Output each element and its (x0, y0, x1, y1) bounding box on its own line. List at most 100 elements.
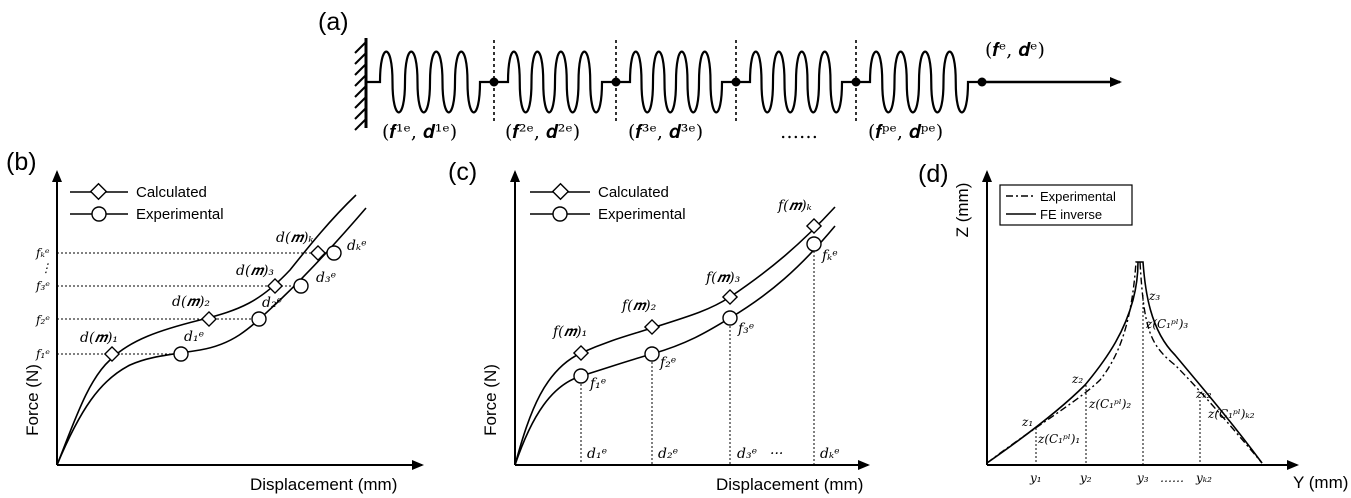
c-legend-experimental: Experimental (598, 206, 686, 223)
d-c-label-3: z(C₁ᵖˡ)₃ (1145, 317, 1188, 331)
wall-hatch-line (354, 74, 367, 87)
c-legend: Calculated Experimental (530, 182, 686, 223)
b-exp-label-1: d₁ᵉ (184, 329, 204, 345)
b-legend-diamond (89, 182, 108, 201)
b-calc-markers (103, 244, 327, 363)
c-disp-tick-1: d₁ᵉ (587, 446, 607, 462)
d-legend-fe-inverse: FE inverse (1040, 207, 1102, 222)
b-exp-label-2: d₂ᵉ (262, 295, 282, 311)
b-exp-markers (173, 245, 342, 362)
c-disp-tick-k: dₖᵉ (820, 446, 840, 462)
spring-1 (366, 50, 494, 114)
d-y-tick-3: y₃ (1136, 471, 1149, 485)
c-calc-label-3: f(𝒎)₃ (705, 270, 741, 286)
c-legend-calculated: Calculated (598, 184, 669, 201)
b-legend: Calculated Experimental (70, 182, 224, 223)
spring-1-label: (𝒇¹ᵉ, 𝒅¹ᵉ) (382, 121, 457, 143)
b-experimental-curve (56, 207, 367, 466)
b-force-tick-2: f₂ᵉ (35, 313, 50, 327)
c-exp-label-3: f₃ᵉ (737, 321, 754, 337)
c-experimental-curve (514, 225, 836, 466)
fixed-wall (354, 38, 368, 131)
wall-hatch-line (354, 41, 367, 54)
b-force-tick-1: f₁ᵉ (35, 347, 50, 361)
c-exp-label-1: f₁ᵉ (589, 376, 606, 392)
b-calc-label-1: d(𝒎)₁ (80, 330, 118, 346)
wall-hatch-line (354, 118, 367, 131)
c-exp-label-k: fₖᵉ (821, 248, 838, 264)
end-node (977, 77, 987, 87)
spring-node-3 (731, 77, 741, 87)
c-disp-tick-2: d₂ᵉ (658, 446, 678, 462)
wall-hatch-line (354, 96, 367, 109)
panel-d-label: (d) (918, 160, 949, 188)
spring-node-1 (489, 77, 499, 87)
wall-hatch-line (354, 63, 367, 76)
c-calc-label-2: f(𝒎)₂ (621, 298, 657, 314)
end-force-displacement-label: (𝒇ᵉ, 𝒅ᵉ) (985, 39, 1045, 61)
b-calc-label-2: d(𝒎)₂ (172, 294, 210, 310)
spring-3-label: (𝒇³ᵉ, 𝒅³ᵉ) (628, 121, 703, 143)
wall-hatch-line (354, 52, 367, 65)
d-guides (1035, 295, 1201, 465)
d-z-label-1: z₁ (1021, 415, 1033, 429)
c-disp-tick-ellipsis: ··· (770, 446, 783, 462)
b-exp-label-k: dₖᵉ (347, 238, 367, 254)
c-calc-label-k: f(𝒎)ₖ (777, 198, 812, 214)
panel-a: (a) (𝒇ᵉ, 𝒅ᵉ) (𝒇¹ᵉ, 𝒅¹ᵉ) (𝒇²ᵉ, 𝒅²ᵉ) (𝒇³ᵉ,… (318, 8, 1122, 143)
c-guides (580, 243, 815, 465)
c-x-axis-label: Displacement (mm) (716, 475, 863, 494)
d-c-label-k2: z(C₁ᵖˡ)ₖ₂ (1207, 407, 1255, 421)
d-y-axis-label: Z (mm) (953, 183, 972, 238)
spring-3 (616, 50, 736, 114)
d-legend: Experimental FE inverse (999, 184, 1133, 226)
panel-c-label: (c) (448, 158, 477, 186)
c-calc-markers (572, 217, 823, 362)
b-force-tick-3: f₃ᵉ (35, 279, 50, 293)
c-calc-label-1: f(𝒎)₁ (552, 324, 587, 340)
wall-hatch-line (354, 85, 367, 98)
spring-2-label: (𝒇²ᵉ, 𝒅²ᵉ) (505, 121, 580, 143)
d-y-tick-2: y₂ (1079, 471, 1092, 485)
b-y-axis-label: Force (N) (23, 364, 42, 436)
d-y-tick-k2: yₖ₂ (1195, 471, 1212, 485)
d-fe-inverse-curve (986, 261, 1263, 464)
d-c-label-2: z(C₁ᵖˡ)₂ (1088, 397, 1131, 411)
d-y-tick-ellipsis: …… (1160, 471, 1184, 485)
spring-chain (366, 40, 982, 122)
panel-b: (b) Force (N) Displacement (mm) Calculat… (6, 148, 424, 494)
b-legend-circle (91, 206, 107, 222)
b-legend-calculated: Calculated (136, 184, 207, 201)
b-exp-label-3: d₃ᵉ (316, 270, 336, 286)
spring-ellipsis-label: …… (780, 121, 818, 143)
panel-c: (c) Force (N) Displacement (mm) Calculat… (448, 158, 870, 494)
d-z-label-3: z₃ (1148, 289, 1160, 303)
c-exp-markers (573, 236, 822, 384)
d-x-axis-label: Y (mm) (1293, 473, 1348, 492)
c-disp-tick-3: d₃ᵉ (737, 446, 757, 462)
spring-4 (736, 50, 856, 114)
b-legend-experimental: Experimental (136, 206, 224, 223)
spring-node-2 (611, 77, 621, 87)
spring-5 (856, 50, 982, 114)
c-exp-label-2: f₂ᵉ (659, 355, 676, 371)
d-c-label-1: z(C₁ᵖˡ)₁ (1037, 432, 1080, 446)
spring-p-label: (𝒇ᵖᵉ, 𝒅ᵖᵉ) (868, 121, 943, 143)
d-experimental-curve (986, 261, 1263, 464)
b-calc-label-k: d(𝒎)ₖ (276, 230, 314, 246)
b-calc-label-3: d(𝒎)₃ (236, 263, 274, 279)
d-z-label-2: z₂ (1071, 372, 1083, 386)
c-y-axis-label: Force (N) (481, 364, 500, 436)
d-z-label-k2: zₖ₂ (1195, 387, 1212, 401)
d-y-tick-1: y₁ (1029, 471, 1042, 485)
d-legend-experimental: Experimental (1040, 189, 1116, 204)
wall-hatch-line (354, 107, 367, 120)
spring-2 (494, 50, 616, 114)
panel-a-label: (a) (318, 8, 349, 36)
b-force-tick-k: fₖᵉ (35, 246, 50, 260)
panel-b-label: (b) (6, 148, 37, 176)
b-force-tick-vdots: ⋮ (40, 261, 52, 275)
b-calculated-curve (56, 194, 357, 466)
b-x-axis-label: Displacement (mm) (250, 475, 397, 494)
